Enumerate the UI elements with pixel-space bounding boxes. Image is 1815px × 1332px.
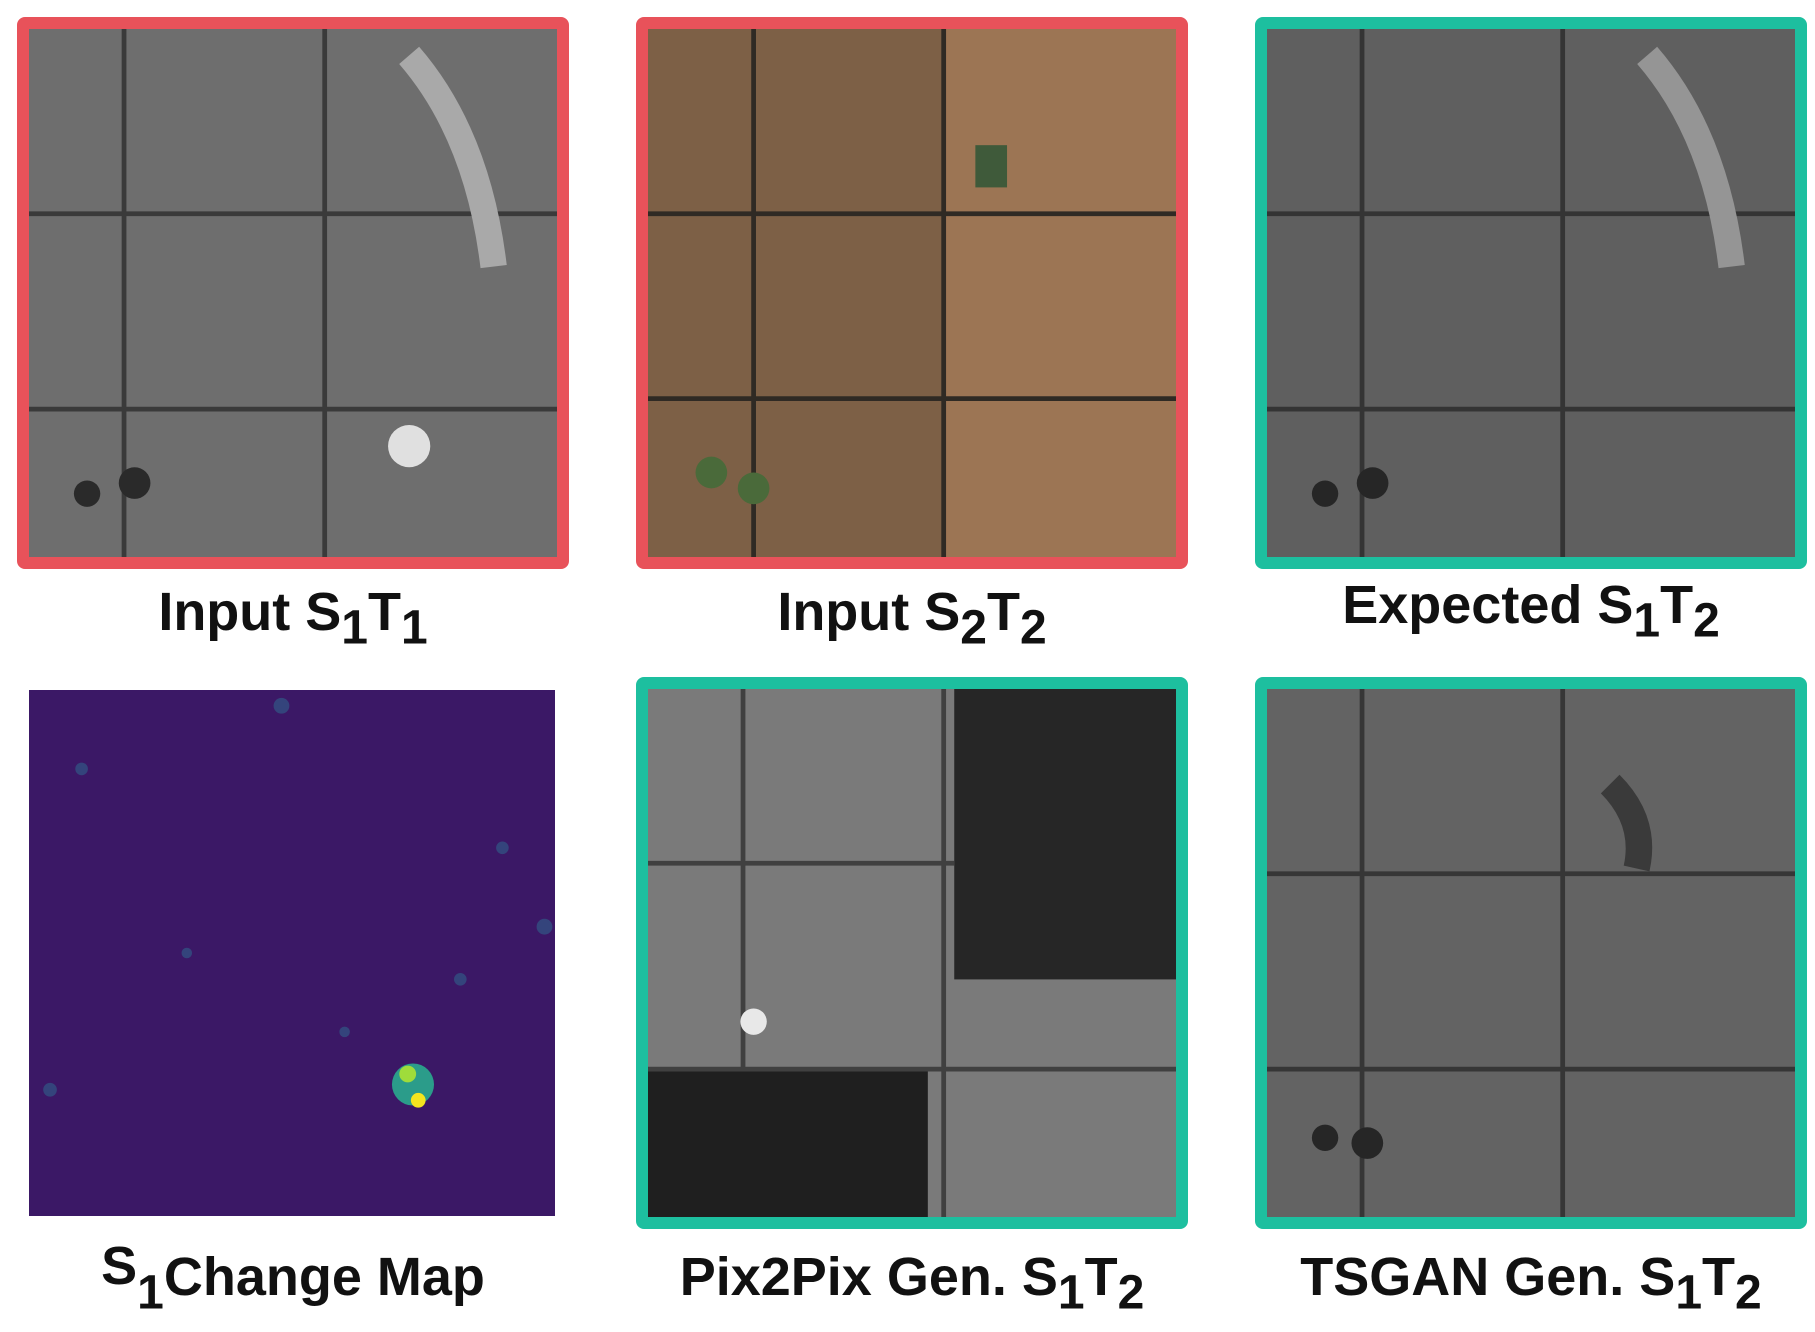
pix2pix-gen-s1t2-image	[636, 677, 1188, 1229]
caption-tsgan-gen-s1t2: TSGAN Gen. S1T2	[1300, 1247, 1762, 1320]
sar-image-pix2pix	[648, 689, 1176, 1217]
caption-pix2pix-gen-s1t2: Pix2Pix Gen. S1T2	[679, 1247, 1145, 1320]
optical-image-s2t2	[648, 29, 1176, 557]
sar-image-s1t1	[29, 29, 557, 557]
s1-change-map-image	[29, 690, 555, 1216]
caption-s1-change-map: S1Change Map	[101, 1236, 485, 1320]
change-map-heatmap	[29, 690, 555, 1216]
input-s1t1-image	[17, 17, 569, 569]
caption-expected-s1t2: Expected S1T2	[1342, 575, 1720, 648]
sar-image-expected	[1267, 29, 1795, 557]
input-s2t2-image	[636, 17, 1188, 569]
caption-input-s2t2: Input S2T2	[777, 582, 1047, 655]
tsgan-gen-s1t2-image	[1255, 677, 1807, 1229]
caption-input-s1t1: Input S1T1	[158, 582, 428, 655]
sar-image-tsgan	[1267, 689, 1795, 1217]
expected-s1t2-image	[1255, 17, 1807, 569]
